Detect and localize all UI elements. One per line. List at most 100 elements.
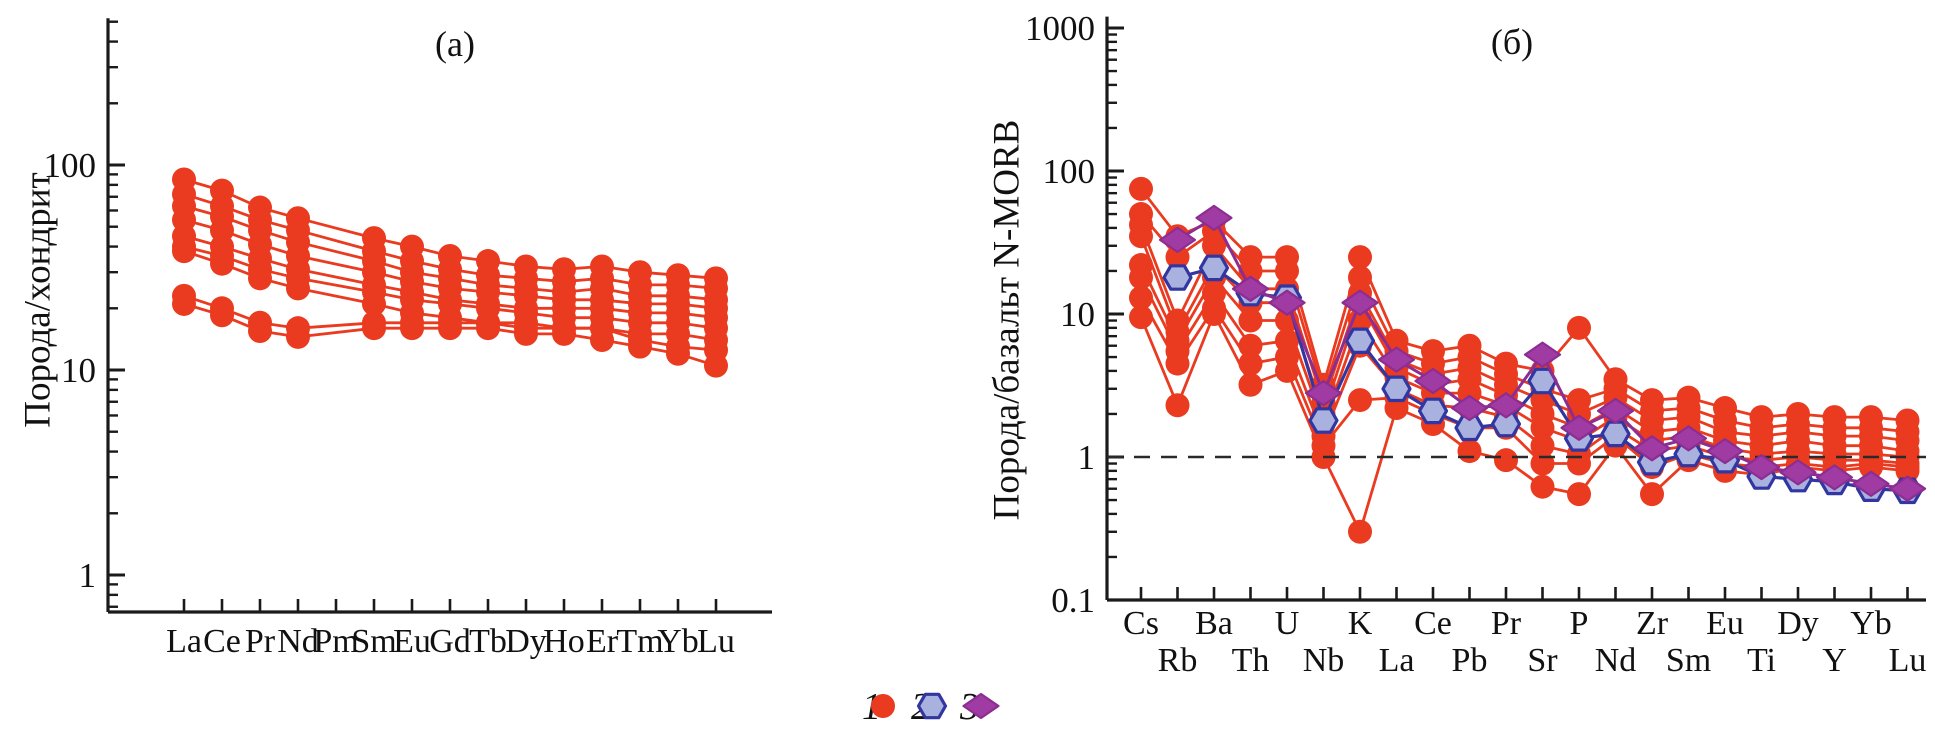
x-category-label-Sm: Sm	[351, 623, 396, 660]
x-category-label-Ti: Ti	[1747, 642, 1776, 679]
data-point-sample-9	[704, 353, 728, 378]
x-category-label-Ce: Ce	[203, 623, 241, 660]
x-category-label-Pb: Pb	[1452, 642, 1488, 679]
data-point-sample-hex	[1344, 327, 1376, 354]
data-point-sample-9	[210, 303, 234, 328]
x-category-label-Nd: Nd	[1595, 642, 1637, 679]
data-point-sample-1	[1348, 245, 1372, 270]
x-category-label-Sr: Sr	[1527, 642, 1558, 679]
data-point-sample-8	[1494, 448, 1518, 473]
x-category-label-Pr: Pr	[245, 623, 276, 660]
data-point-sample-9	[286, 324, 310, 349]
data-point-sample-8	[1530, 474, 1555, 499]
diamond-icon	[962, 692, 1000, 720]
data-point-sample-diamond	[1852, 470, 1890, 497]
data-point-sample-8	[1202, 302, 1226, 326]
data-point-sample-9	[400, 316, 424, 341]
data-point-sample-diamond	[1195, 204, 1233, 231]
series-line-sample-7	[1139, 297, 1908, 469]
legend-red-circle	[871, 694, 895, 718]
x-category-label-Yb: Yb	[657, 623, 699, 660]
x-category-label-La: La	[166, 623, 202, 660]
x-category-label-Th: Th	[1232, 642, 1270, 679]
data-point-sample-7	[362, 291, 386, 316]
data-point-sample-2	[1165, 245, 1190, 270]
x-category-label-Nb: Nb	[1303, 642, 1345, 679]
data-point-sample-9	[362, 316, 386, 341]
x-category-label-Nd: Nd	[277, 623, 319, 660]
y-tick-label: 100	[1043, 152, 1096, 191]
data-point-sample-7	[248, 266, 272, 291]
data-point-sample-1	[1567, 315, 1591, 340]
data-point-sample-diamond	[1669, 425, 1708, 452]
x-category-label-Eu: Eu	[1706, 605, 1744, 642]
data-point-sample-9	[666, 341, 690, 366]
data-point-sample-diamond	[1158, 226, 1197, 253]
data-point-sample-8	[1348, 519, 1372, 544]
x-category-label-P: P	[1570, 605, 1589, 642]
data-point-sample-6	[1530, 433, 1555, 458]
legend: 1 2 3	[862, 688, 1000, 726]
data-point-sample-6	[1129, 265, 1153, 290]
legend-item-1: 1	[862, 688, 895, 726]
y-tick-label: 10	[61, 351, 96, 390]
series-line-sample-1	[1139, 188, 1908, 422]
data-point-sample-8	[1275, 358, 1299, 383]
data-point-sample-hex	[1417, 397, 1449, 425]
data-point-sample-5	[1530, 415, 1555, 440]
hexagon-icon	[916, 692, 948, 720]
x-category-label-Gd: Gd	[429, 623, 471, 660]
x-category-label-Pr: Pr	[1491, 605, 1522, 642]
data-point-sample-8	[1165, 393, 1190, 418]
legend-diamond	[962, 692, 1000, 720]
data-point-sample-hex	[1600, 420, 1631, 448]
data-point-sample-9	[628, 334, 652, 359]
data-point-sample-8	[1129, 305, 1153, 330]
data-point-sample-9	[476, 316, 500, 341]
panel-a-title: (а)	[435, 24, 475, 64]
data-point-sample-9	[172, 291, 196, 316]
data-point-sample-hex	[1198, 254, 1230, 282]
panel-b-title: (б)	[1490, 22, 1534, 62]
data-point-sample-hex	[1162, 264, 1193, 291]
data-point-sample-diamond	[1487, 392, 1525, 419]
data-point-sample-hex	[1308, 407, 1339, 434]
x-category-label-Dy: Dy	[505, 623, 547, 660]
legend-item-3: 3	[960, 688, 1000, 726]
data-point-sample-diamond	[1231, 275, 1270, 302]
data-point-sample-hex	[1381, 375, 1412, 403]
data-point-sample-9	[248, 318, 272, 343]
data-point-sample-diamond	[1414, 367, 1452, 395]
data-point-sample-2	[1275, 258, 1299, 283]
x-category-label-Rb: Rb	[1158, 642, 1198, 679]
x-category-label-Eu: Eu	[393, 623, 431, 660]
data-point-sample-7	[1530, 451, 1555, 476]
data-point-sample-3	[1202, 233, 1226, 258]
data-point-sample-8	[1567, 482, 1591, 507]
x-category-label-La: La	[1379, 642, 1415, 679]
y-tick-label: 100	[44, 146, 97, 185]
data-point-sample-9	[552, 321, 576, 346]
data-point-sample-diamond	[1341, 289, 1379, 316]
data-point-sample-diamond	[1633, 435, 1671, 462]
x-category-label-U: U	[1275, 605, 1300, 642]
data-point-sample-8	[1238, 372, 1263, 397]
data-point-sample-diamond	[1815, 464, 1854, 491]
data-point-sample-9	[590, 328, 614, 353]
red-circle-icon	[871, 694, 895, 718]
data-point-sample-4	[1129, 224, 1153, 249]
legend-hexagon	[916, 692, 948, 720]
data-point-sample-8	[1859, 455, 1883, 480]
data-point-sample-9	[438, 316, 462, 341]
data-point-sample-7	[1238, 351, 1263, 376]
data-point-sample-9	[514, 321, 538, 346]
x-category-label-Tm: Tm	[616, 623, 663, 660]
data-point-sample-7	[172, 239, 196, 264]
data-point-sample-diamond	[1268, 289, 1306, 316]
data-point-sample-5	[1238, 308, 1263, 333]
y-tick-label: 10	[1060, 295, 1095, 334]
data-point-sample-diamond	[1742, 454, 1781, 481]
